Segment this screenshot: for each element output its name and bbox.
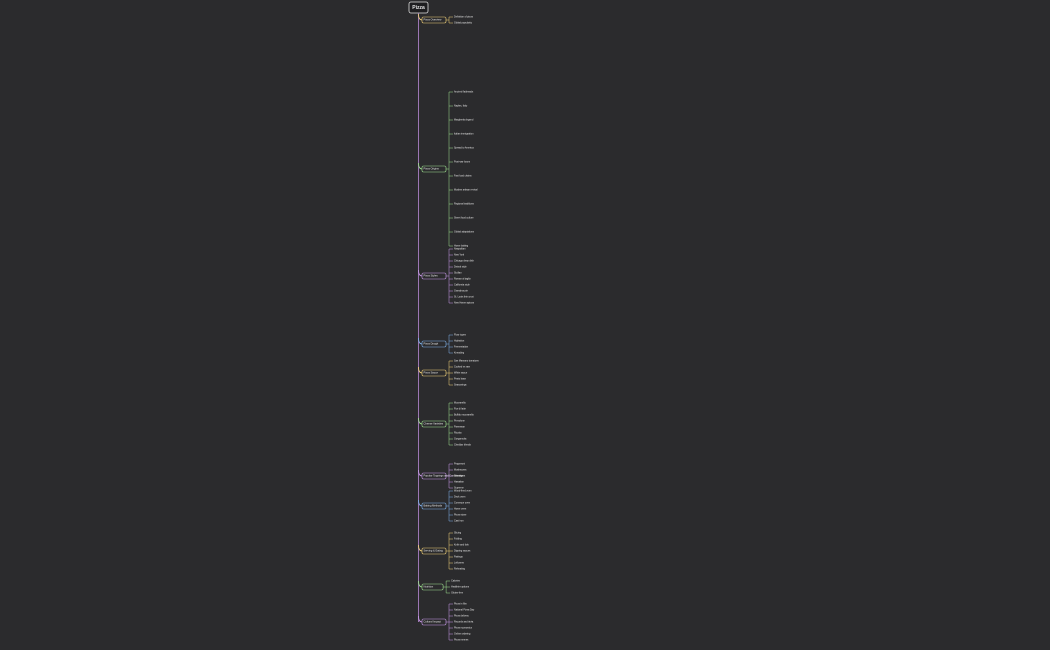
child-label: Definition of pizza: [454, 16, 474, 19]
branch-label: Baking Methods: [424, 504, 443, 508]
branch-connector: [418, 499, 423, 507]
branch-label: Pizza Origins: [424, 167, 440, 171]
child-label: Sicilian: [454, 272, 462, 275]
child-label: Fermentation: [454, 346, 469, 349]
child-label: Sausage: [454, 475, 464, 478]
child-label: Home baking: [454, 245, 469, 248]
branch-connector: [418, 162, 423, 170]
child-label: Leftovers: [454, 562, 465, 565]
child-label: Global adaptations: [454, 231, 475, 234]
root-label: Pizza: [412, 5, 425, 11]
child-label: Global popularity: [454, 22, 473, 25]
child-label: Margherita legend: [454, 119, 474, 122]
child-label: Deck oven: [454, 496, 466, 499]
child-label: Folding: [454, 538, 463, 541]
child-label: Online ordering: [454, 633, 471, 636]
branch-label: Serving & Eating: [424, 549, 444, 553]
child-label: New York: [454, 254, 465, 257]
child-label: Cooked vs raw: [454, 366, 470, 369]
child-label: Provolone: [454, 420, 465, 423]
child-label: Pizza memes: [454, 639, 469, 642]
child-label: California style: [454, 284, 470, 287]
child-label: St. Louis thin crust: [454, 296, 474, 299]
child-label: Healthier options: [451, 586, 470, 589]
child-label: Street food culture: [454, 217, 474, 220]
branch-connector: [418, 615, 423, 623]
branch-label: Pizza Dough: [424, 342, 439, 346]
child-label: Naples, Italy: [454, 105, 468, 108]
child-label: San Marzano tomatoes: [454, 360, 480, 363]
child-label: Parmesan: [454, 426, 466, 429]
child-label: Knife and fork: [454, 544, 470, 547]
child-label: Fior di latte: [454, 408, 466, 411]
child-label: Pepperoni: [454, 463, 465, 466]
child-label: Home oven: [454, 508, 467, 511]
branch-label: Cultural Impact: [424, 620, 442, 624]
child-label: Gluten-free: [451, 592, 464, 595]
branch-label: Nutrition: [424, 585, 434, 589]
child-label: Detroit style: [454, 266, 467, 269]
child-label: Wood-fired oven: [454, 490, 472, 493]
child-label: Flour types: [454, 334, 467, 337]
child-label: Records and trivia: [454, 621, 474, 624]
child-label: Regional traditions: [454, 203, 475, 206]
child-label: Pesto base: [454, 378, 467, 381]
child-label: National Pizza Day: [454, 609, 475, 612]
branch-label: Cheese Varieties: [424, 422, 444, 426]
child-label: Mushrooms: [454, 469, 467, 472]
child-label: Conveyor oven: [454, 502, 471, 505]
child-label: Gorgonzola: [454, 438, 467, 441]
child-label: Ancient flatbreads: [454, 91, 474, 94]
child-label: Pizza delivery: [454, 615, 470, 618]
child-label: Pizza economics: [454, 627, 473, 630]
child-label: Neapolitan: [454, 248, 466, 251]
child-label: Post-war boom: [454, 161, 470, 164]
child-label: Italian immigration: [454, 133, 474, 136]
child-label: Grandma pie: [454, 290, 468, 293]
child-label: Fast food chains: [454, 175, 472, 178]
branch-connector: [418, 337, 423, 345]
child-label: Pizza stone: [454, 514, 467, 517]
branch-label: Pizza Sauce: [424, 371, 439, 375]
child-label: Pairings: [454, 556, 463, 559]
child-label: Ricotta: [454, 432, 462, 435]
child-label: Cast iron: [454, 520, 464, 523]
child-label: Chicago deep dish: [454, 260, 474, 263]
child-label: Spread to America: [454, 147, 474, 150]
branch-connector: [418, 417, 423, 425]
child-label: Hydration: [454, 340, 465, 343]
branch-label: Pizza Overview: [424, 18, 442, 22]
child-label: Supreme: [454, 487, 464, 490]
child-label: Calories: [451, 580, 461, 583]
branch-connector: [418, 580, 423, 588]
branch-label: Popular Toppings and Combinations: [424, 474, 466, 478]
child-label: Seasonings: [454, 384, 467, 387]
branch-connector: [418, 366, 423, 374]
branch-connector: [418, 13, 423, 21]
branch-connector: [418, 269, 423, 277]
branch-label: Pizza Styles: [424, 274, 439, 278]
child-label: New Haven apizza: [454, 302, 475, 305]
child-label: Modern artisan revival: [454, 189, 478, 192]
child-label: Dipping sauces: [454, 550, 471, 553]
child-label: Slicing: [454, 532, 462, 535]
child-label: Mozzarella: [454, 402, 466, 405]
child-label: Cheddar blends: [454, 444, 472, 447]
child-label: Reheating: [454, 568, 466, 571]
child-label: Kneading: [454, 352, 465, 355]
child-label: Pizza in film: [454, 603, 467, 606]
branch-connector: [418, 469, 423, 477]
child-label: White sauce: [454, 372, 468, 375]
child-label: Roman al taglio: [454, 278, 471, 281]
child-label: Buffalo mozzarella: [454, 414, 474, 417]
child-label: Hawaiian: [454, 481, 465, 484]
branch-connector: [418, 544, 423, 552]
